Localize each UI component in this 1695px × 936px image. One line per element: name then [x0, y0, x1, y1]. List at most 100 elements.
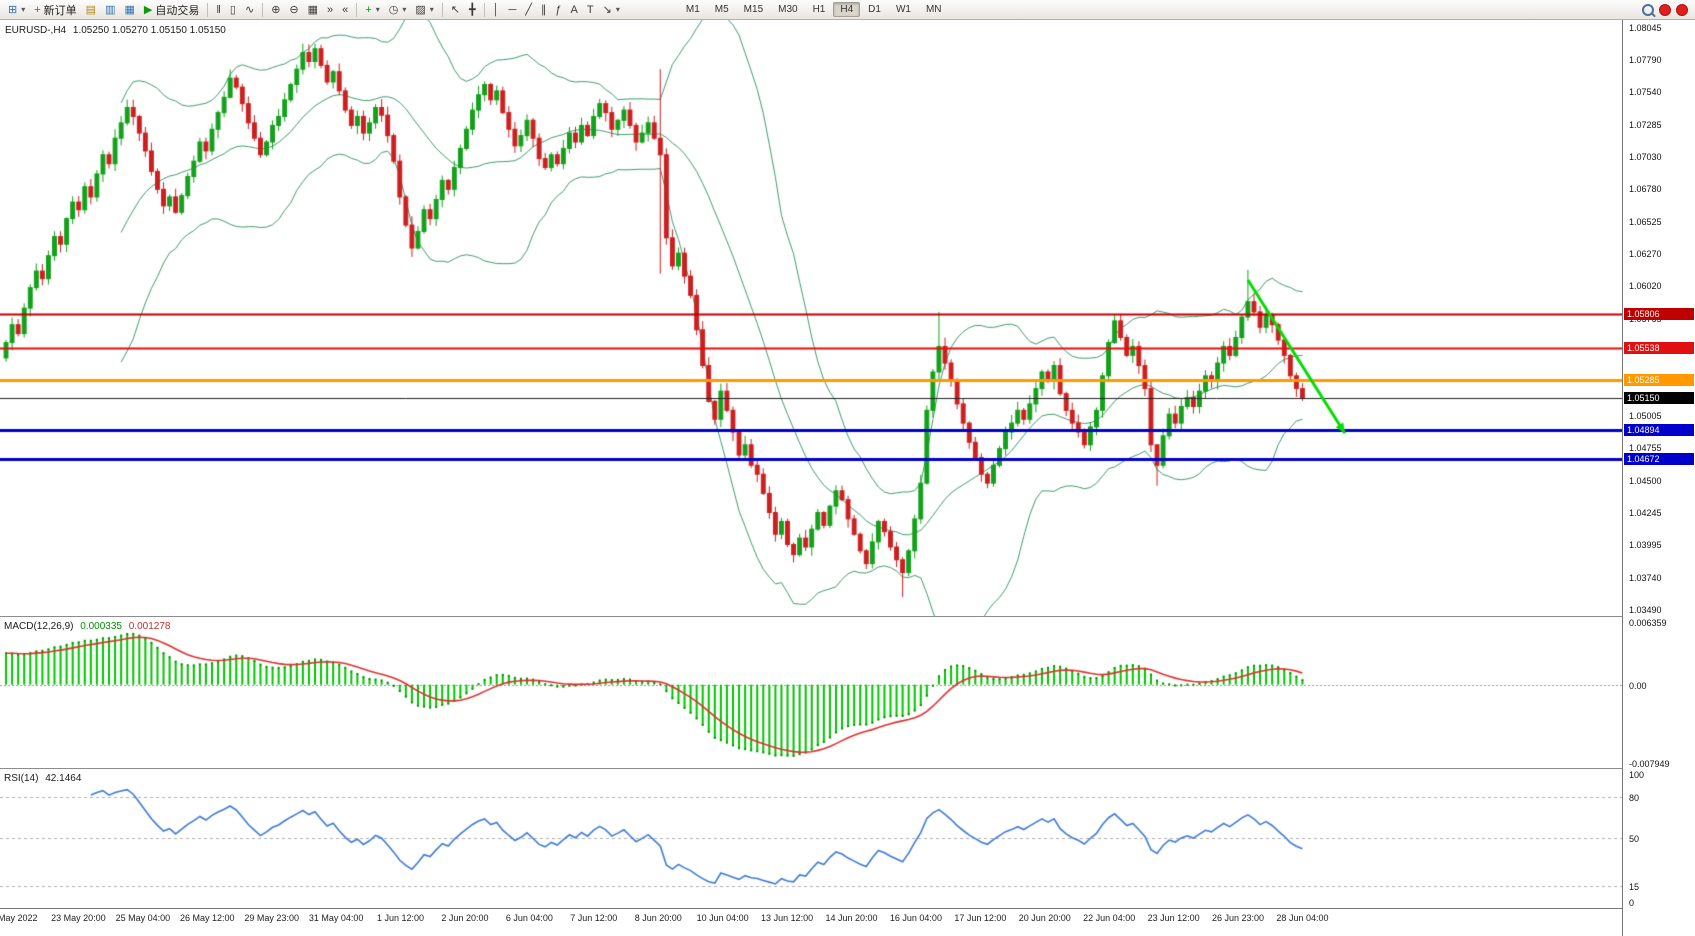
indicators-button-caret[interactable]: ▾	[375, 5, 380, 14]
cursor-button[interactable]: ↖	[447, 0, 464, 19]
periods-button-caret[interactable]: ▾	[402, 5, 407, 14]
templates-button-caret[interactable]: ▾	[429, 5, 434, 14]
text-button-icon: A	[570, 3, 578, 16]
horizontal-line-button-icon: ─	[508, 3, 517, 16]
new-chart-button[interactable]: ⊞ ▾	[4, 0, 29, 19]
toolbar-separator	[262, 2, 264, 17]
panel-separator[interactable]	[0, 616, 1622, 617]
price-line-badge: 1.05538	[1624, 341, 1694, 354]
data-window-button[interactable]: ▥	[101, 0, 119, 19]
fibonacci-button-icon: ƒ	[555, 3, 562, 16]
macd-label: MACD(12,26,9) 0.000335 0.001278	[4, 621, 170, 632]
date-tick-label: 25 May 04:00	[115, 913, 171, 923]
zoom-out-button[interactable]: ⊖	[285, 0, 302, 19]
indicators-button-icon: +	[365, 3, 372, 16]
date-tick-label: 2 Jun 20:00	[441, 913, 489, 923]
timeframe-h4-button[interactable]: H4	[833, 2, 861, 17]
timeframe-m30-button[interactable]: M30	[778, 4, 798, 15]
chart-title: EURUSD-,H4 1.05250 1.05270 1.05150 1.051…	[5, 25, 226, 36]
auto-scroll-button-icon: »	[327, 3, 334, 16]
periods-button[interactable]: ◷ ▾	[385, 0, 411, 19]
trendline-button[interactable]: ╱	[521, 0, 536, 19]
toolbar-separator	[483, 2, 485, 17]
market-watch-button[interactable]: ▤	[82, 0, 100, 19]
price-tick-label: 1.08045	[1629, 22, 1662, 33]
channel-button-icon: ∥	[540, 3, 547, 16]
channel-button[interactable]: ∥	[537, 0, 551, 19]
date-tick-label: 23 May 20:00	[51, 913, 106, 923]
timeframe-w1-button[interactable]: W1	[895, 4, 911, 15]
cursor-button-icon: ↖	[450, 3, 460, 16]
rsi-indicator-canvas[interactable]	[0, 770, 1622, 906]
arrows-button-caret[interactable]: ▾	[615, 5, 620, 14]
date-tick-label: 6 Jun 04:00	[505, 913, 553, 923]
timeframe-d1-button[interactable]: D1	[868, 4, 881, 15]
rsi-value: 42.1464	[45, 773, 82, 784]
autotrade-button-icon: ▶	[143, 3, 153, 16]
line-chart-mode-button[interactable]: ∿	[241, 0, 258, 19]
horizontal-line-button[interactable]: ─	[505, 0, 521, 19]
text-label-button[interactable]: T	[583, 0, 598, 19]
price-tick-label: 1.03490	[1629, 604, 1662, 615]
chart-shift-button[interactable]: «	[338, 0, 352, 19]
toolbar-separator	[441, 2, 443, 17]
panel-separator[interactable]	[0, 768, 1622, 769]
new-chart-button-caret[interactable]: ▾	[21, 5, 26, 14]
new-order-button[interactable]: + 新订单	[30, 0, 80, 19]
timeframe-h1-button[interactable]: H1	[812, 4, 826, 15]
time-axis: 9 May 2022 23 May 20:00 25 May 04:00 26 May…	[0, 908, 1622, 935]
timeframe-m5-button[interactable]: M5	[714, 4, 729, 15]
tile-windows-button[interactable]: ▦	[304, 0, 322, 19]
price-tick-label: 1.06270	[1629, 249, 1662, 260]
toolbar-buttons: ⊞ ▾ + 新订单 ▤ ▥ ▦ ▶ 自动交易 ‖ ▯ ∿ ⊕ ⊖ ▦» «+ ▾ ◷ ▾ ▨ ▾ ↖ ╋ │ ─ ╱ ∥ ƒ A T ↘ ▾	[4, 0, 624, 19]
arrows-button-icon: ↘	[602, 3, 612, 16]
vertical-line-button[interactable]: │	[489, 0, 504, 19]
timeframe-m15-button[interactable]: M15	[743, 4, 764, 15]
templates-button[interactable]: ▨ ▾	[411, 0, 437, 19]
main-toolbar: ⊞ ▾ + 新订单 ▤ ▥ ▦ ▶ 自动交易 ‖ ▯ ∿ ⊕ ⊖ ▦» «+ ▾ ◷ ▾ ▨ ▾ ↖ ╋ │ ─ ╱ ∥ ƒ A T ↘ ▾ …	[0, 0, 1695, 20]
autotrade-button-label: 自动交易	[155, 4, 200, 17]
indicators-button[interactable]: + ▾	[361, 0, 383, 19]
auto-scroll-button[interactable]: »	[323, 0, 337, 19]
rsi-name: RSI(14)	[4, 773, 39, 784]
new-order-button-icon: +	[34, 3, 41, 16]
autotrade-button[interactable]: ▶ 自动交易	[140, 0, 203, 19]
new-order-button-label: 新订单	[43, 4, 77, 17]
arrows-button[interactable]: ↘ ▾	[599, 0, 624, 19]
macd-indicator-canvas[interactable]	[0, 618, 1622, 768]
vertical-line-button-icon: │	[492, 3, 500, 16]
timeframe-mn-button[interactable]: MN	[925, 4, 942, 15]
price-tick-label: 1.04500	[1629, 475, 1662, 486]
price-tick-label: 1.06780	[1629, 184, 1662, 195]
notification-badge[interactable]	[1659, 3, 1671, 16]
crosshair-button[interactable]: ╋	[465, 0, 480, 19]
price-line-badge: 1.04672	[1624, 452, 1694, 465]
rsi-tick-label: 15	[1629, 881, 1640, 892]
rsi-tick-label: 100	[1629, 770, 1645, 780]
candlestick-mode-button[interactable]: ▯	[226, 0, 240, 19]
notification-badge-2[interactable]	[1676, 3, 1688, 16]
price-tick-label: 1.06525	[1629, 216, 1662, 227]
rsi-label: RSI(14) 42.1464	[4, 773, 81, 784]
line-chart-mode-button-icon: ∿	[244, 3, 255, 16]
bar-chart-mode-button[interactable]: ‖	[212, 0, 225, 19]
navigator-button-icon: ▦	[124, 3, 135, 16]
text-button[interactable]: A	[567, 0, 582, 19]
date-tick-label: 8 Jun 20:00	[634, 913, 682, 923]
date-tick-label: 22 Jun 04:00	[1083, 913, 1136, 923]
zoom-in-button[interactable]: ⊕	[267, 0, 284, 19]
search-icon[interactable]	[1642, 3, 1654, 16]
rsi-tick-label: 50	[1629, 834, 1640, 844]
ohlc-values: 1.05250 1.05270 1.05150 1.05150	[72, 25, 226, 36]
crosshair-button-icon: ╋	[469, 3, 476, 16]
price-tick-label: 1.07540	[1629, 87, 1662, 98]
navigator-button[interactable]: ▦	[120, 0, 138, 19]
price-line-badge: 1.05285	[1624, 374, 1694, 387]
market-watch-button-icon: ▤	[85, 3, 97, 16]
price-line-badge: 1.05806	[1624, 307, 1694, 320]
price-chart-canvas[interactable]	[0, 20, 1622, 616]
fibonacci-button[interactable]: ƒ	[551, 0, 565, 19]
price-line-badge: 1.05150	[1624, 391, 1694, 404]
timeframe-m1-button[interactable]: M1	[685, 4, 700, 15]
periods-button-icon: ◷	[388, 3, 399, 16]
